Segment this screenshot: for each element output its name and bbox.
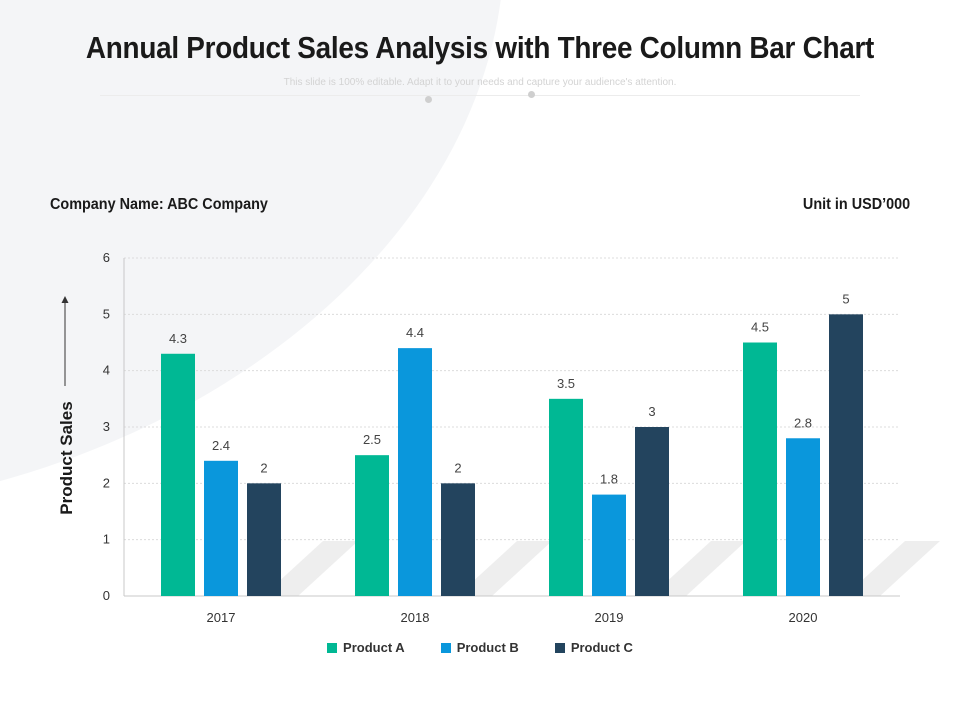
y-tick-label: 0 — [103, 588, 110, 603]
bar-product-b-2017 — [204, 460, 238, 596]
page-title: Annual Product Sales Analysis with Three… — [85, 30, 875, 65]
legend-label-product-b: Product B — [456, 640, 519, 655]
x-axis-ticks: 2017 2018 2019 2020 — [207, 610, 818, 625]
data-label: 2.5 — [363, 432, 381, 447]
y-tick-label: 2 — [103, 475, 110, 490]
data-label: 1.8 — [600, 472, 618, 487]
x-tick-label: 2018 — [401, 610, 430, 625]
bar-shadows — [263, 541, 940, 596]
legend-item-product-b: Product B — [440, 640, 519, 655]
legend-item-product-c: Product C — [554, 640, 633, 655]
company-name: Company Name: ABC Company — [50, 196, 268, 213]
bar-product-c-2017 — [247, 483, 281, 596]
legend-item-product-a: Product A — [327, 640, 405, 655]
bar-shadow — [845, 541, 940, 596]
data-label: 3.5 — [557, 376, 575, 391]
legend-swatch-product-b — [440, 642, 451, 653]
bar-shadow — [457, 541, 552, 596]
y-tick-label: 5 — [103, 306, 110, 321]
x-tick-label: 2020 — [789, 610, 818, 625]
bar-product-b-2019 — [592, 494, 626, 596]
bar-product-c-2019 — [635, 427, 669, 596]
bar-product-b-2018 — [398, 348, 432, 596]
y-axis-arrow-head — [61, 296, 69, 303]
y-axis-label: Product Sales — [57, 401, 76, 514]
legend-swatch-product-c — [554, 642, 565, 653]
y-tick-label: 3 — [103, 419, 110, 434]
data-labels: 4.3 2.4 2 2.5 4.4 2 3.5 1.8 3 4.5 2.8 5 — [169, 291, 850, 486]
data-label: 2 — [260, 460, 267, 475]
divider-dot-right — [528, 91, 535, 98]
bar-shadow — [651, 541, 746, 596]
y-tick-label: 6 — [103, 250, 110, 265]
chart-bars — [161, 314, 863, 596]
bar-product-c-2018 — [441, 483, 475, 596]
title-divider — [100, 95, 860, 96]
bar-product-a-2019 — [549, 398, 583, 596]
legend-label-product-c: Product C — [570, 640, 633, 655]
bar-product-c-2020 — [829, 314, 863, 596]
x-tick-label: 2019 — [595, 610, 624, 625]
data-label: 2.4 — [212, 438, 230, 453]
data-label: 4.4 — [406, 325, 424, 340]
y-tick-label: 4 — [103, 363, 110, 378]
data-label: 2.8 — [794, 415, 812, 430]
y-axis-ticks: 0 1 2 3 4 5 6 — [103, 250, 110, 603]
page-subtitle: This slide is 100% editable. Adapt it to… — [283, 77, 677, 88]
bar-product-a-2017 — [161, 353, 195, 596]
chart-legend: Product A Product B Product C — [0, 640, 960, 655]
legend-swatch-product-a — [327, 642, 338, 653]
data-label: 3 — [648, 404, 655, 419]
data-label: 2 — [454, 460, 461, 475]
data-label: 4.3 — [169, 331, 187, 346]
x-tick-label: 2017 — [207, 610, 236, 625]
bar-product-a-2020 — [743, 342, 777, 596]
data-label: 5 — [842, 291, 849, 306]
legend-label-product-a: Product A — [343, 640, 405, 655]
divider-dot-left — [425, 96, 432, 103]
bar-shadow — [263, 541, 358, 596]
y-tick-label: 1 — [103, 532, 110, 547]
bar-product-b-2020 — [786, 438, 820, 596]
bar-product-a-2018 — [355, 455, 389, 596]
data-label: 4.5 — [751, 320, 769, 335]
unit-label: Unit in USD’000 — [802, 196, 910, 213]
chart-gridlines — [123, 257, 900, 597]
